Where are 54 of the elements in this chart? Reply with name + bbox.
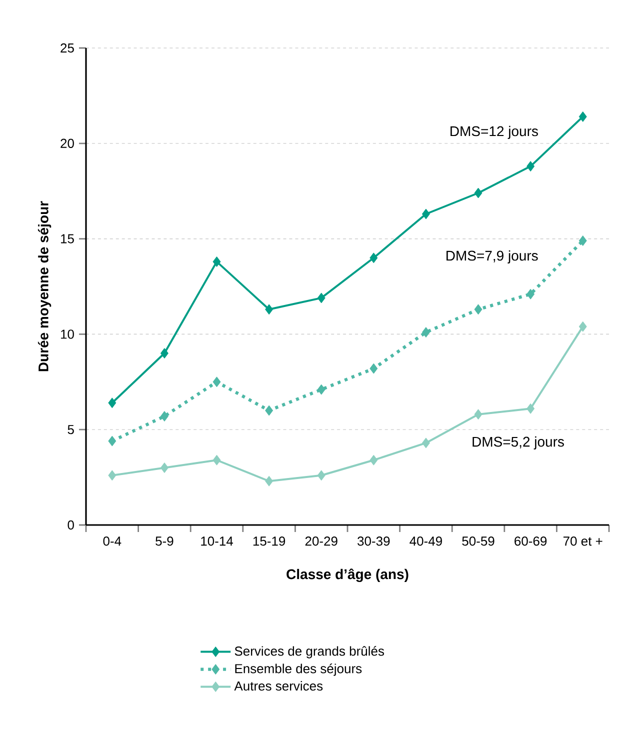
x-tick-label: 15-19: [253, 536, 286, 546]
point: [526, 161, 535, 172]
point: [317, 292, 326, 304]
point: [526, 403, 535, 414]
x-tick-label: 40-49: [410, 536, 442, 546]
point: [160, 462, 168, 474]
point: [370, 454, 378, 466]
x-tick-label: 60-69: [514, 536, 547, 546]
point: [265, 405, 274, 416]
y-tick-label: 10: [60, 330, 74, 339]
point: [317, 470, 326, 481]
point: [474, 188, 482, 198]
legend-label: Ensemble des séjours: [235, 664, 362, 676]
x-tick-label: 20-29: [305, 536, 338, 546]
annotation: DMS=5,2 jours: [472, 436, 564, 450]
point: [474, 304, 482, 315]
point: [265, 476, 274, 486]
point: [578, 111, 587, 122]
x-axis-title: Classe d’âge (ans): [286, 568, 408, 582]
point: [317, 384, 326, 395]
point: [160, 410, 168, 422]
y-tick-label: 5: [68, 425, 74, 434]
x-tick-label: 50-59: [462, 536, 494, 546]
point: [526, 288, 535, 300]
y-tick-label: 15: [60, 234, 74, 244]
point: [212, 256, 221, 267]
y-axis-title: Durée moyenne de séjour: [38, 201, 52, 372]
point: [108, 436, 116, 446]
point: [578, 235, 587, 246]
annotation: DMS=7,9 jours: [446, 250, 538, 264]
point: [160, 348, 168, 359]
legend-label: Autres services: [234, 681, 323, 691]
y-tick-label: 20: [60, 138, 74, 148]
point: [474, 409, 482, 420]
y-tick-label: 0: [68, 520, 74, 530]
point: [212, 376, 221, 388]
point: [370, 363, 378, 374]
legend-label: Services de grands brûlés: [234, 646, 384, 658]
point: [422, 327, 430, 338]
x-tick-label: 0-4: [103, 536, 122, 546]
point: [108, 470, 116, 481]
x-tick-label: 70 et +: [563, 536, 602, 546]
point: [370, 252, 378, 264]
point: [265, 304, 274, 315]
point: [212, 454, 221, 466]
point: [578, 321, 587, 332]
x-tick-label: 30-39: [358, 536, 390, 546]
point: [422, 438, 430, 448]
x-tick-label: 10-14: [201, 536, 233, 546]
y-tick-label: 25: [60, 43, 74, 53]
point: [108, 398, 116, 408]
x-tick-label: 5-9: [156, 536, 174, 546]
point: [422, 208, 430, 220]
annotation: DMS=12 jours: [450, 126, 538, 139]
